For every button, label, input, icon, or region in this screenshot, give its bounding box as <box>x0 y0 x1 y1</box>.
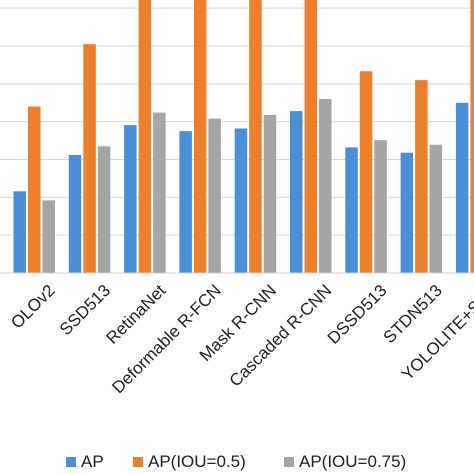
legend-swatch-ap-iou-075 <box>284 456 294 467</box>
bar-ap <box>234 128 248 273</box>
bar-ap-iou-05 <box>193 0 207 273</box>
bar-ap-iou-075 <box>374 140 387 273</box>
bar-ap <box>179 131 192 273</box>
bar-ap <box>345 147 358 273</box>
legend-item-ap: AP <box>66 452 104 472</box>
bar-ap-iou-05 <box>138 0 152 273</box>
bar-ap-iou-05 <box>359 71 373 273</box>
bars <box>13 0 474 274</box>
category-label: Cascaded R-CNN <box>226 281 336 391</box>
bar-ap-iou-075 <box>429 144 443 273</box>
bar-ap-iou-05 <box>304 0 317 273</box>
category-label: DSSD513 <box>324 281 391 348</box>
bar-ap-iou-075 <box>97 146 111 273</box>
bar-ap-iou-05 <box>470 0 474 273</box>
legend-item-ap-iou-075: AP(IOU=0.75) <box>284 452 406 472</box>
bar-ap <box>13 191 26 273</box>
legend: AP AP(IOU=0.5) AP(IOU=0.75) <box>0 450 474 474</box>
bar-ap-iou-075 <box>263 114 277 274</box>
bar-ap-iou-05 <box>28 106 41 273</box>
bar-ap-iou-05 <box>249 0 262 273</box>
bar-ap <box>124 125 137 273</box>
bar-ap <box>290 111 303 273</box>
legend-label-ap-iou-075: AP(IOU=0.75) <box>299 452 407 471</box>
bar-ap-iou-075 <box>42 200 55 273</box>
bar-ap-iou-075 <box>319 99 332 273</box>
bar-ap-iou-075 <box>208 118 221 273</box>
bar-ap <box>400 152 414 273</box>
legend-label-ap: AP <box>81 452 104 471</box>
legend-swatch-ap <box>66 456 76 467</box>
legend-label-ap-iou-05: AP(IOU=0.5) <box>148 452 246 471</box>
legend-swatch-ap-iou-05 <box>133 456 143 467</box>
bar-ap-iou-05 <box>415 80 428 273</box>
legend-item-ap-iou-05: AP(IOU=0.5) <box>133 452 246 472</box>
bar-ap <box>455 102 469 274</box>
bar-ap-iou-075 <box>153 112 166 273</box>
bar-ap-iou-05 <box>83 44 96 273</box>
category-label: OLOv2 <box>7 281 59 333</box>
bar-ap <box>68 155 82 273</box>
